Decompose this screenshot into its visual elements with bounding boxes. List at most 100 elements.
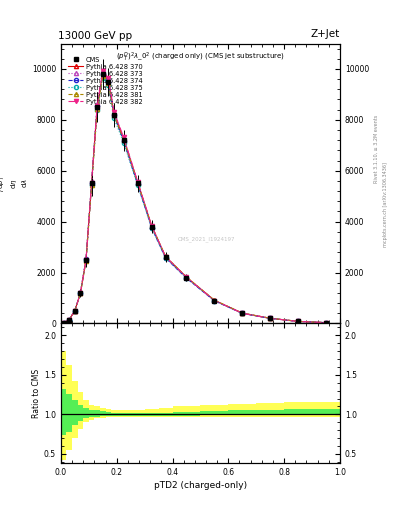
Text: Rivet 3.1.10, ≥ 3.2M events: Rivet 3.1.10, ≥ 3.2M events [374, 114, 379, 183]
Pythia 6.428 374 [324, 319, 329, 326]
Pythia 6.428 370 [163, 253, 168, 260]
Y-axis label: Ratio to CMS: Ratio to CMS [32, 369, 41, 418]
Pythia 6.428 373 [121, 135, 126, 141]
Pythia 6.428 381 [101, 73, 105, 79]
Pythia 6.428 374 [163, 255, 168, 261]
Pythia 6.428 375 [112, 115, 116, 121]
Pythia 6.428 373 [296, 318, 301, 325]
Pythia 6.428 381 [112, 112, 116, 118]
Pythia 6.428 382 [89, 180, 94, 186]
Pythia 6.428 373 [95, 101, 99, 107]
Pythia 6.428 373 [112, 109, 116, 115]
Pythia 6.428 373 [212, 297, 217, 304]
Line: Pythia 6.428 382: Pythia 6.428 382 [62, 69, 328, 325]
Line: Pythia 6.428 381: Pythia 6.428 381 [62, 74, 328, 325]
Pythia 6.428 375 [324, 319, 329, 326]
Pythia 6.428 381 [61, 320, 66, 326]
Pythia 6.428 374 [106, 79, 111, 85]
Text: CMS_2021_I1924197: CMS_2021_I1924197 [177, 237, 235, 242]
Pythia 6.428 374 [101, 71, 105, 77]
Y-axis label: $\frac{1}{\mathrm{d}N}$
$/ \, \mathrm{d}p_T$
$\mathrm{d}\eta$
$\mathrm{d}\lambda: $\frac{1}{\mathrm{d}N}$ $/ \, \mathrm{d}… [0, 175, 29, 193]
Pythia 6.428 370 [135, 179, 140, 185]
Pythia 6.428 370 [84, 257, 88, 263]
Pythia 6.428 374 [61, 320, 66, 326]
Pythia 6.428 374 [67, 316, 72, 323]
Pythia 6.428 381 [296, 318, 301, 325]
Pythia 6.428 374 [95, 103, 99, 110]
Pythia 6.428 370 [112, 111, 116, 117]
Pythia 6.428 373 [135, 179, 140, 185]
Pythia 6.428 375 [135, 182, 140, 188]
Pythia 6.428 374 [112, 112, 116, 118]
Pythia 6.428 373 [84, 256, 88, 262]
X-axis label: pTD2 (charged-only): pTD2 (charged-only) [154, 481, 247, 490]
Pythia 6.428 374 [78, 289, 83, 295]
Pythia 6.428 375 [84, 258, 88, 264]
Pythia 6.428 370 [78, 290, 83, 296]
Pythia 6.428 375 [73, 308, 77, 314]
Pythia 6.428 381 [121, 137, 126, 143]
Pythia 6.428 381 [212, 297, 217, 303]
Pythia 6.428 370 [149, 223, 154, 229]
Pythia 6.428 370 [95, 103, 99, 109]
Text: 13000 GeV pp: 13000 GeV pp [58, 31, 132, 41]
Pythia 6.428 373 [78, 289, 83, 295]
Pythia 6.428 373 [149, 222, 154, 228]
Pythia 6.428 370 [296, 318, 301, 325]
Pythia 6.428 381 [89, 182, 94, 188]
Pythia 6.428 382 [73, 308, 77, 314]
Line: Pythia 6.428 374: Pythia 6.428 374 [62, 72, 328, 325]
Pythia 6.428 373 [101, 67, 105, 73]
Pythia 6.428 375 [184, 275, 189, 281]
Pythia 6.428 373 [89, 178, 94, 184]
Pythia 6.428 382 [135, 179, 140, 185]
Pythia 6.428 374 [149, 225, 154, 231]
Pythia 6.428 370 [73, 308, 77, 314]
Pythia 6.428 381 [106, 80, 111, 86]
Pythia 6.428 374 [212, 298, 217, 304]
Pythia 6.428 374 [268, 315, 273, 322]
Pythia 6.428 370 [67, 316, 72, 323]
Pythia 6.428 373 [73, 307, 77, 313]
Pythia 6.428 375 [89, 182, 94, 188]
Line: Pythia 6.428 370: Pythia 6.428 370 [62, 71, 328, 325]
Pythia 6.428 382 [84, 257, 88, 263]
Pythia 6.428 382 [240, 310, 244, 316]
Pythia 6.428 382 [101, 68, 105, 74]
Pythia 6.428 375 [296, 318, 301, 325]
Pythia 6.428 382 [78, 290, 83, 296]
Pythia 6.428 382 [106, 75, 111, 81]
Pythia 6.428 375 [163, 255, 168, 261]
Legend: CMS, Pythia 6.428 370, Pythia 6.428 373, Pythia 6.428 374, Pythia 6.428 375, Pyt: CMS, Pythia 6.428 370, Pythia 6.428 373,… [67, 55, 144, 106]
Pythia 6.428 370 [240, 310, 244, 316]
Pythia 6.428 381 [95, 106, 99, 113]
Pythia 6.428 381 [67, 316, 72, 323]
Pythia 6.428 382 [163, 253, 168, 260]
Pythia 6.428 381 [184, 274, 189, 280]
Pythia 6.428 375 [61, 320, 66, 326]
Pythia 6.428 375 [240, 310, 244, 316]
Pythia 6.428 382 [296, 318, 301, 325]
Text: $(p_T^D)^2\lambda\_0^2$ (charged only) (CMS jet substructure): $(p_T^D)^2\lambda\_0^2$ (charged only) (… [116, 51, 285, 64]
Pythia 6.428 374 [121, 138, 126, 144]
Pythia 6.428 381 [135, 180, 140, 186]
Pythia 6.428 381 [73, 308, 77, 314]
Pythia 6.428 373 [67, 316, 72, 323]
Pythia 6.428 370 [101, 70, 105, 76]
Pythia 6.428 382 [324, 319, 329, 326]
Pythia 6.428 381 [84, 258, 88, 264]
Pythia 6.428 382 [112, 109, 116, 115]
Pythia 6.428 382 [121, 134, 126, 140]
Pythia 6.428 373 [106, 75, 111, 81]
Pythia 6.428 382 [61, 320, 66, 326]
Line: Pythia 6.428 373: Pythia 6.428 373 [62, 68, 328, 325]
Pythia 6.428 374 [84, 256, 88, 262]
Pythia 6.428 382 [149, 223, 154, 229]
Pythia 6.428 375 [106, 82, 111, 89]
Text: mcplots.cern.ch [arXiv:1306.3436]: mcplots.cern.ch [arXiv:1306.3436] [384, 162, 388, 247]
Pythia 6.428 381 [324, 319, 329, 326]
Pythia 6.428 373 [184, 274, 189, 280]
Pythia 6.428 382 [268, 315, 273, 322]
Pythia 6.428 382 [212, 297, 217, 304]
Pythia 6.428 373 [240, 310, 244, 316]
